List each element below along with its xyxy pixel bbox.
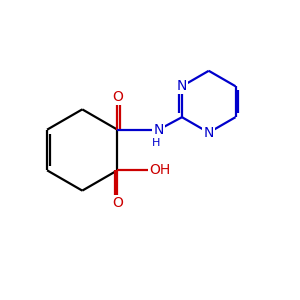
Text: N: N bbox=[154, 123, 164, 137]
Text: O: O bbox=[112, 196, 123, 210]
Text: H: H bbox=[152, 138, 160, 148]
Text: OH: OH bbox=[149, 163, 171, 177]
Text: N: N bbox=[177, 79, 187, 93]
Text: O: O bbox=[112, 90, 123, 104]
Text: N: N bbox=[204, 126, 214, 140]
